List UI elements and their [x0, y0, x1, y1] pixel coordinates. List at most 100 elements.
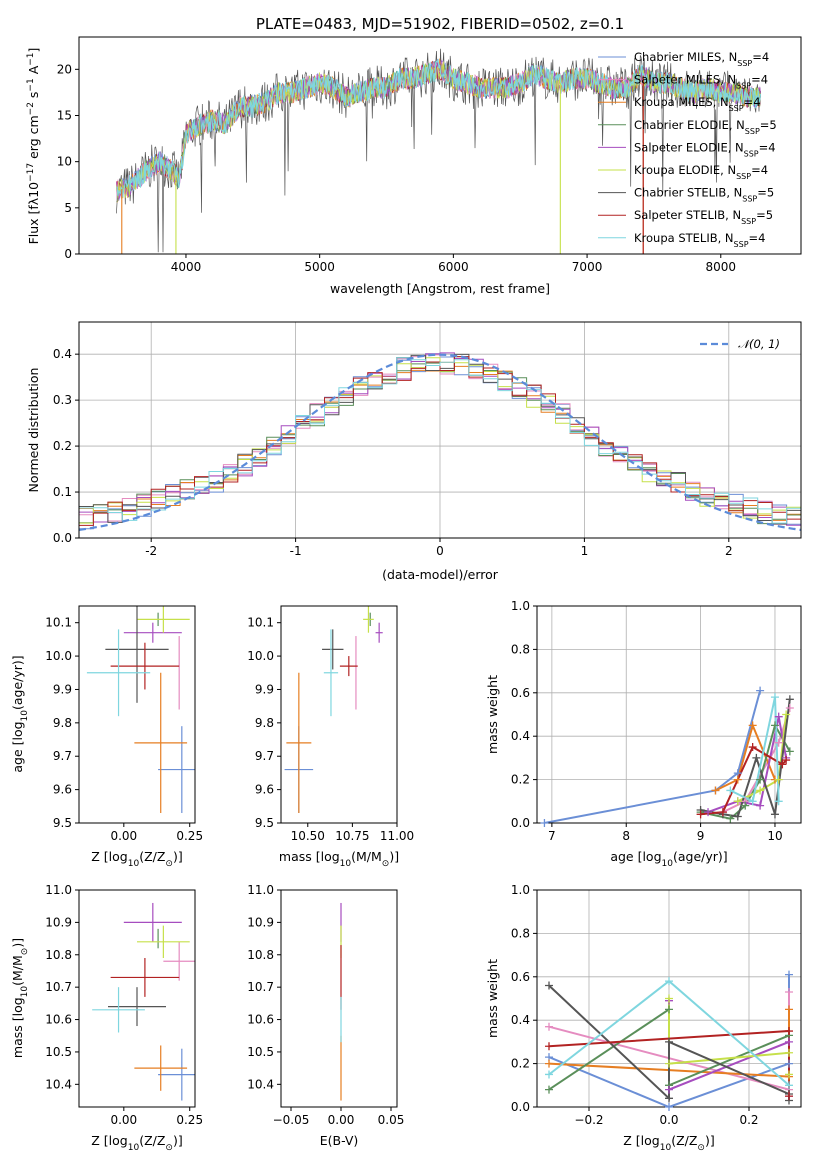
y-axis-label-part: 10	[20, 986, 30, 998]
panel-mass-vs-ebv: −0.05 0.00 0.05 10.4 10.5 10.6 10.7 10.8 10.9 11.…	[247, 883, 404, 1148]
legend-name: Kroupa ELODIE	[634, 163, 720, 177]
weight-marker	[545, 1085, 553, 1094]
y-tick-label: 9.9	[255, 682, 274, 696]
y-axis-label-part: λ	[26, 197, 41, 205]
axes-frame	[78, 889, 196, 1108]
x-tick-label: 0.00	[328, 1113, 355, 1127]
x-tick-label: 10.50	[291, 829, 325, 843]
weight-line	[544, 690, 762, 823]
y-tick-label: 0.0	[511, 1100, 530, 1114]
legend-nssp: 4	[768, 140, 775, 154]
x-tick-label: 10.75	[335, 829, 369, 843]
y-axis-label: mass [log10(M/M⊙)]	[10, 938, 30, 1058]
legend-nssp: 5	[766, 208, 773, 222]
x-axis-label: Z [log10(Z/Z⊙)]	[91, 849, 182, 869]
x-axis-label-part: (age/yr)]	[673, 849, 728, 864]
x-axis-label-part: 10	[662, 859, 674, 869]
legend-sep: , N	[729, 118, 745, 132]
weight-marker	[733, 812, 742, 821]
weight-marker	[741, 801, 750, 810]
y-axis-label: Flux [fλ10−17 erg cm−2 s−1 A−1]	[26, 48, 41, 245]
y-tick-label: 0.4	[511, 729, 530, 743]
x-axis-label: wavelength [Angstrom, rest frame]	[330, 281, 550, 296]
y-axis-label-part: −1	[26, 52, 36, 65]
weight-marker	[545, 1070, 553, 1079]
weight-marker	[665, 977, 673, 986]
weight-marker	[665, 1059, 673, 1068]
histogram-step	[79, 357, 801, 524]
panel-mass-vs-z: 0.00 0.25 10.4 10.5 10.6 10.7 10.8 10.9 11.0 Z [l…	[10, 883, 203, 1153]
weight-marker	[665, 1005, 673, 1014]
legend-name: Salpeter STELIB	[634, 208, 725, 222]
legend-name: Chabrier STELIB	[634, 186, 726, 200]
legend-name: Salpeter ELODIE	[634, 140, 728, 154]
y-axis-label: Normed distribution	[26, 368, 41, 493]
y-tick-label: 10.5	[247, 1045, 274, 1059]
x-axis-label-part: ⊙	[165, 1143, 173, 1153]
y-tick-label: 0.4	[511, 1013, 530, 1027]
weight-marker	[726, 814, 735, 823]
weight-marker	[733, 775, 742, 784]
weight-marker	[785, 1048, 793, 1057]
legend-eq: =	[752, 50, 762, 64]
axes-frame	[280, 605, 398, 824]
y-tick-label: 10.1	[247, 616, 274, 630]
y-tick-label: 11.0	[45, 883, 72, 897]
y-tick-label: 0.8	[511, 926, 530, 940]
y-tick-label: 10.1	[45, 616, 72, 630]
weight-marker	[785, 695, 794, 704]
y-tick-label: 9.9	[53, 682, 72, 696]
x-tick-label: 0.2	[739, 1113, 758, 1127]
legend-entry: Salpeter STELIB, NSSP=5	[634, 208, 773, 226]
legend-eq: =	[744, 95, 754, 109]
y-tick-label: 1.0	[511, 883, 530, 897]
legend-name: Kroupa MILES	[634, 95, 713, 109]
x-tick-label: 0.25	[176, 829, 203, 843]
weight-marker	[718, 808, 727, 817]
y-tick-label: 9.6	[53, 783, 72, 797]
y-axis-label-part: mass [log	[10, 997, 25, 1058]
x-tick-label: 5000	[304, 260, 335, 274]
y-tick-label: 10.9	[45, 915, 72, 929]
y-tick-label: 20	[57, 62, 72, 76]
y-axis-label-part: (age/yr)]	[10, 655, 25, 710]
x-tick-label: 8000	[706, 260, 737, 274]
weight-marker	[665, 1094, 673, 1103]
y-tick-label: 0.2	[511, 1057, 530, 1071]
y-tick-label: 1.0	[511, 599, 530, 613]
weight-marker	[733, 797, 742, 806]
legend-nssp: 4	[761, 163, 768, 177]
weight-marker	[785, 1027, 793, 1036]
weight-marker	[770, 810, 779, 819]
axes-frame	[78, 36, 802, 255]
x-tick-label: 8	[622, 829, 630, 843]
legend-nssp: 4	[753, 95, 760, 109]
normal-curve	[79, 353, 801, 531]
y-tick-label: 0.2	[511, 773, 530, 787]
weight-marker	[785, 1081, 793, 1090]
y-tick-label: 5	[64, 201, 72, 215]
legend-entry: Kroupa MILES, NSSP=4	[634, 95, 761, 113]
x-axis-label-part: Z [log	[91, 1133, 127, 1148]
x-tick-label: −0.05	[273, 1113, 310, 1127]
y-tick-label: 10.6	[45, 1013, 72, 1027]
axes-frame	[78, 605, 196, 824]
weight-marker	[545, 1022, 553, 1031]
y-axis-label-part: 10	[20, 710, 30, 722]
legend-entry: 𝒩(0, 1)	[738, 337, 780, 351]
weight-marker	[756, 801, 765, 810]
legend-entry: Kroupa ELODIE, NSSP=4	[634, 163, 768, 181]
legend-sep: , N	[720, 163, 736, 177]
weight-marker	[665, 1103, 673, 1111]
y-tick-label: 0.0	[53, 531, 72, 545]
weight-marker	[782, 756, 791, 765]
legend-sub: SSP	[737, 59, 752, 68]
legend-nssp: 4	[758, 231, 765, 245]
legend-eq: =	[749, 231, 759, 245]
legend-name: Chabrier ELODIE	[634, 118, 729, 132]
legend-sub: SSP	[736, 81, 751, 90]
weight-marker	[545, 1042, 553, 1051]
y-axis-label: age [log10(age/yr)]	[10, 655, 30, 772]
legend-sep: , N	[726, 186, 742, 200]
